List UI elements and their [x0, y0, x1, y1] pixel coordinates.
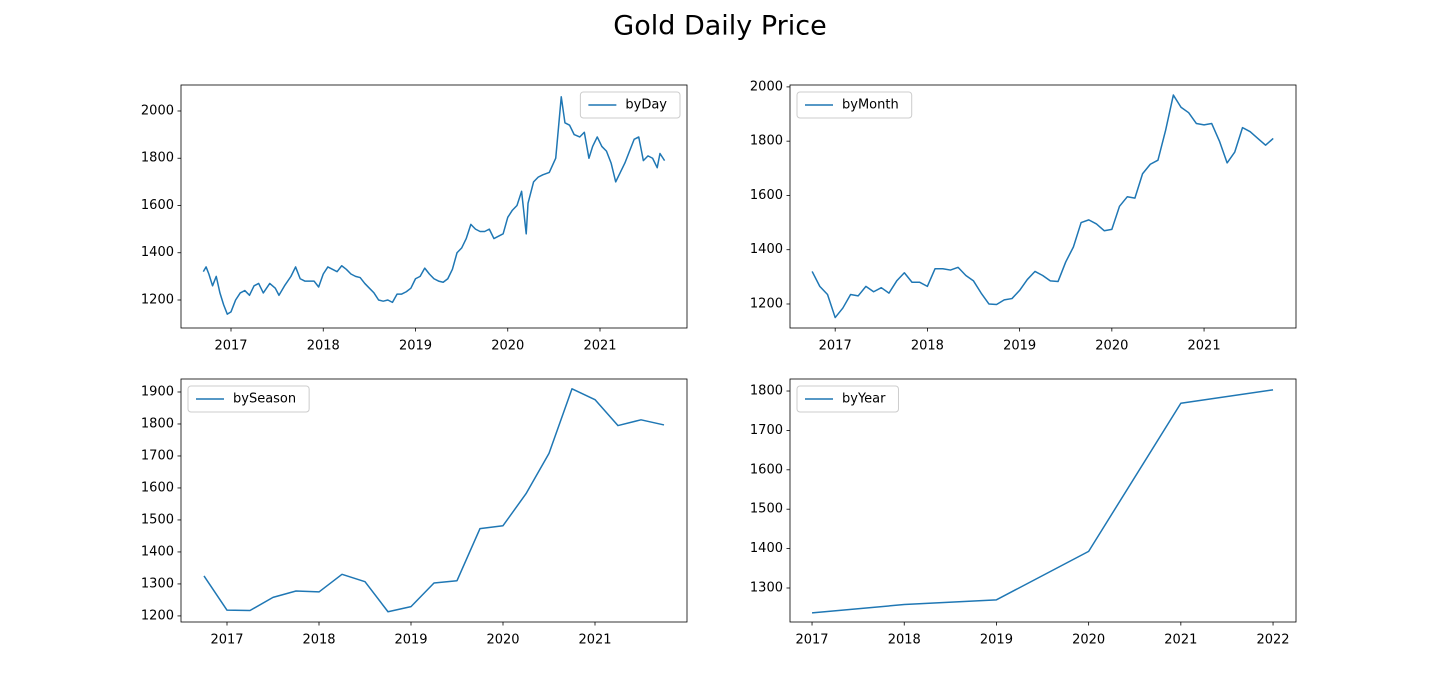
x-tick-label: 2021 — [583, 339, 616, 354]
data-line — [811, 94, 1274, 319]
y-tick-label: 1800 — [750, 384, 783, 399]
y-tick-label: 1400 — [750, 541, 783, 556]
legend-label: byYear — [842, 392, 886, 407]
x-tick-label: 2017 — [210, 633, 243, 648]
y-tick-label: 1600 — [750, 188, 783, 203]
subplot: 1200 1300 1400 1500 1600 1700 1800 1900 2017 2018… — [141, 378, 688, 648]
x-tick-label: 2020 — [1095, 339, 1128, 354]
x-tick-label: 2020 — [486, 633, 519, 648]
x-tick-label: 2018 — [302, 633, 335, 648]
y-tick-label: 2000 — [750, 79, 783, 94]
x-tick-label: 2020 — [1072, 633, 1105, 648]
x-tick-label: 2018 — [911, 339, 944, 354]
y-tick-label: 1200 — [750, 296, 783, 311]
legend-label: byDay — [625, 98, 667, 113]
figure-title: Gold Daily Price — [613, 11, 826, 42]
x-tick-label: 2021 — [1188, 339, 1221, 354]
y-tick-label: 2000 — [141, 103, 174, 118]
x-tick-label: 2019 — [399, 339, 432, 354]
x-tick-label: 2019 — [1003, 339, 1036, 354]
legend-box — [796, 385, 899, 413]
y-tick-label: 1500 — [141, 512, 174, 527]
y-tick-label: 1300 — [141, 576, 174, 591]
axes-frame — [789, 378, 1297, 623]
y-tick-label: 1800 — [750, 134, 783, 149]
data-line — [202, 96, 666, 315]
subplot: 1300 1400 1500 1600 1700 1800 2017 2018 2019 2020… — [750, 378, 1297, 648]
legend-label: bySeason — [233, 392, 296, 407]
y-tick-label: 1600 — [750, 462, 783, 477]
x-tick-label: 2018 — [888, 633, 921, 648]
axes-frame — [789, 84, 1297, 329]
x-tick-label: 2019 — [980, 633, 1013, 648]
x-tick-label: 2017 — [819, 339, 852, 354]
subplot: 1200 1400 1600 1800 2000 2017 2018 2019 2020 2021… — [750, 79, 1297, 354]
legend-box — [579, 91, 681, 119]
x-tick-label: 2017 — [795, 633, 828, 648]
y-tick-label: 1800 — [141, 151, 174, 166]
y-tick-label: 1200 — [141, 293, 174, 308]
legend-label: byMonth — [842, 98, 899, 113]
axes-frame — [180, 84, 688, 329]
data-line — [203, 388, 665, 613]
axes-frame — [180, 378, 688, 623]
x-tick-label: 2017 — [214, 339, 247, 354]
y-tick-label: 1600 — [141, 198, 174, 213]
y-tick-label: 1800 — [141, 416, 174, 431]
subplot: 1200 1400 1600 1800 2000 2017 2018 2019 2020 2021… — [141, 84, 688, 354]
x-tick-label: 2021 — [578, 633, 611, 648]
data-line — [811, 389, 1274, 614]
y-tick-label: 1400 — [141, 544, 174, 559]
y-tick-label: 1700 — [141, 448, 174, 463]
x-tick-label: 2019 — [394, 633, 427, 648]
y-tick-label: 1500 — [750, 502, 783, 517]
y-tick-label: 1700 — [750, 423, 783, 438]
y-tick-label: 1600 — [141, 480, 174, 495]
y-tick-label: 1200 — [141, 608, 174, 623]
x-tick-label: 2020 — [491, 339, 524, 354]
y-tick-label: 1400 — [141, 245, 174, 260]
legend-box — [796, 91, 913, 119]
y-tick-label: 1300 — [750, 581, 783, 596]
y-tick-label: 1400 — [750, 242, 783, 257]
y-tick-label: 1900 — [141, 384, 174, 399]
x-tick-label: 2021 — [1164, 633, 1197, 648]
legend-box — [187, 385, 310, 413]
x-tick-label: 2022 — [1256, 633, 1289, 648]
x-tick-label: 2018 — [307, 339, 340, 354]
